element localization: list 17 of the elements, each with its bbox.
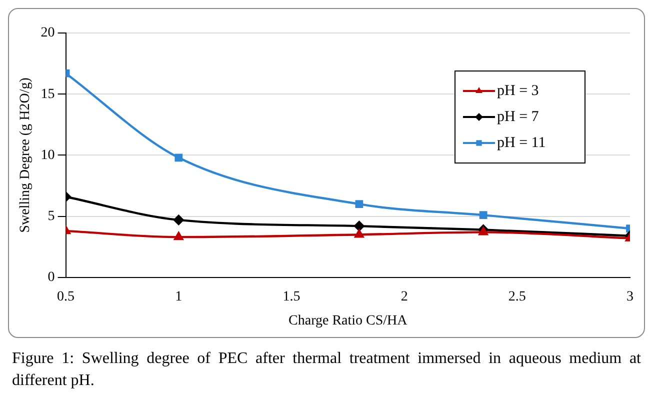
x-axis-title: Charge Ratio CS/HA <box>288 313 408 328</box>
y-tick-label: 15 <box>40 86 55 102</box>
legend-label: pH = 7 <box>497 108 540 125</box>
x-tick-label: 1.5 <box>282 289 300 304</box>
y-tick-label: 5 <box>48 208 55 224</box>
legend-label: pH = 3 <box>497 82 539 99</box>
x-tick-label: 1 <box>175 289 182 304</box>
y-tick-label: 10 <box>40 148 55 163</box>
x-tick-label: 0.5 <box>57 289 75 304</box>
legend-label: pH = 11 <box>497 134 546 151</box>
x-tick-label: 2.5 <box>508 289 526 304</box>
y-tick-label: 0 <box>48 270 55 286</box>
x-tick-label: 3 <box>626 289 634 304</box>
y-tick-label: 20 <box>40 26 55 41</box>
y-axis-title: Swelling Degree (g H2O/g) <box>18 77 34 233</box>
caption: Figure 1: Swelling degree of PEC after thermal treatment immersed in aqueous medium at different pH. <box>12 349 641 392</box>
x-tick-label: 2 <box>400 289 408 304</box>
